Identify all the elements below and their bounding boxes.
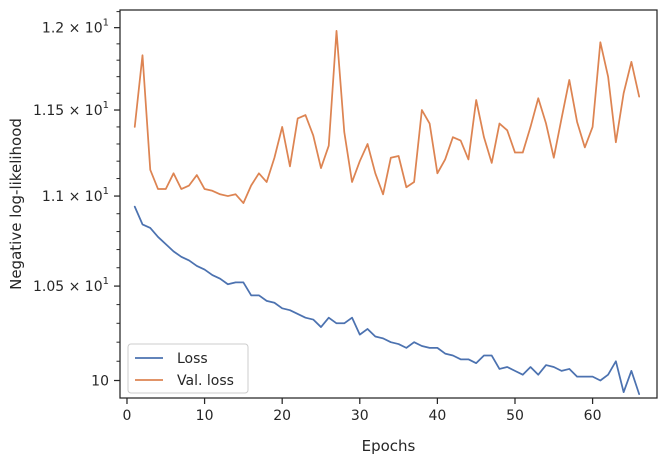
y-axis: 10 1.05 × 101 1.1 × 101 1.15 × 101 1.2 × 101 bbox=[33, 11, 120, 390]
plot-frame bbox=[119, 9, 658, 399]
x-axis-label: Epochs bbox=[362, 437, 416, 455]
x-tick-label: 0 bbox=[123, 408, 132, 424]
series-line-val-loss bbox=[133, 30, 641, 204]
legend: Loss Val. loss bbox=[127, 343, 249, 394]
x-tick-label: 60 bbox=[584, 408, 602, 424]
legend-label-loss: Loss bbox=[177, 351, 208, 367]
x-tick-label: 30 bbox=[351, 408, 369, 424]
legend-label-val-loss: Val. loss bbox=[177, 373, 234, 389]
y-tick-label: 10 bbox=[91, 374, 109, 390]
x-tick-label: 20 bbox=[273, 408, 291, 424]
y-tick-label: 1.15 × 101 bbox=[33, 100, 109, 119]
y-tick-label: 1.1 × 101 bbox=[42, 186, 109, 205]
series-layer bbox=[133, 30, 641, 395]
x-tick-label: 50 bbox=[506, 408, 524, 424]
y-tick-label: 1.05 × 101 bbox=[33, 276, 109, 295]
x-axis: 0 10 20 30 40 50 60 bbox=[123, 398, 602, 424]
x-tick-label: 10 bbox=[196, 408, 214, 424]
x-tick-label: 40 bbox=[428, 408, 446, 424]
y-tick-label: 1.2 × 101 bbox=[42, 18, 109, 37]
plot-area bbox=[120, 10, 657, 398]
y-axis-label: Negative log-likelihood bbox=[7, 118, 25, 290]
series-line-loss bbox=[133, 205, 641, 395]
